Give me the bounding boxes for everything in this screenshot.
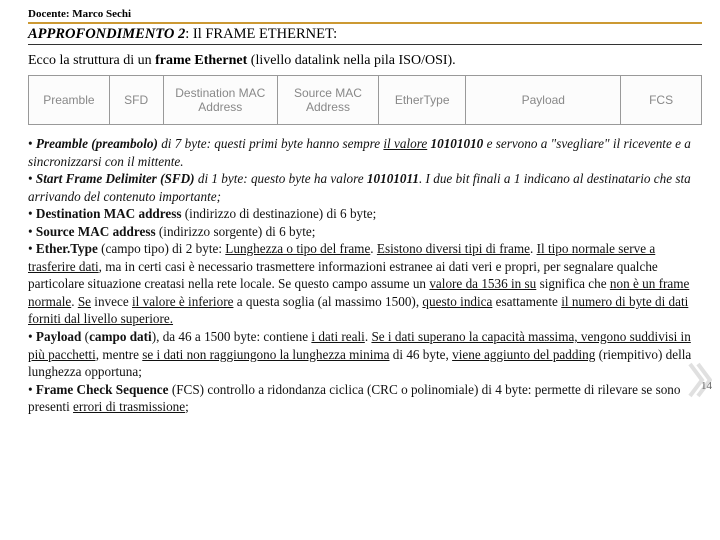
bullet-preamble: • Preamble (preambolo) di 7 byte: questi… [28, 135, 702, 170]
title-prefix: APPROFONDIMENTO 2 [28, 26, 185, 42]
cell-src-mac: Source MAC Address [277, 76, 378, 125]
intro-b: frame Ethernet [155, 53, 247, 68]
bullet-list: • Preamble (preambolo) di 7 byte: questi… [28, 135, 702, 416]
page-title: APPROFONDIMENTO 2: Il FRAME ETHERNET: [28, 26, 702, 45]
cell-payload: Payload [466, 76, 621, 125]
title-rest: : Il FRAME ETHERNET: [185, 26, 337, 42]
bullet-payload: • Payload (campo dati), da 46 a 1500 byt… [28, 328, 702, 381]
cell-dest-mac: Destination MAC Address [163, 76, 277, 125]
bullet-src-mac: • Source MAC address (indirizzo sorgente… [28, 223, 702, 241]
page-number: 14 [701, 380, 712, 392]
intro-c: (livello datalink nella pila ISO/OSI). [247, 53, 455, 68]
cell-fcs: FCS [621, 76, 702, 125]
cell-preamble: Preamble [29, 76, 110, 125]
docente-name: Marco Sechi [72, 8, 131, 20]
bullet-fcs: • Frame Check Sequence (FCS) controllo a… [28, 381, 702, 416]
cell-sfd: SFD [109, 76, 163, 125]
teacher-label: Docente: Marco Sechi [28, 8, 702, 20]
intro-text: Ecco la struttura di un frame Ethernet (… [28, 53, 702, 69]
divider [28, 22, 702, 24]
docente-label: Docente: [28, 8, 70, 20]
intro-a: Ecco la struttura di un [28, 53, 155, 68]
bullet-dest-mac: • Destination MAC address (indirizzo di … [28, 205, 702, 223]
bullet-sfd: • Start Frame Delimiter (SFD) di 1 byte:… [28, 170, 702, 205]
ethernet-frame-table: Preamble SFD Destination MAC Address Sou… [28, 75, 702, 125]
cell-ethertype: EtherType [378, 76, 465, 125]
bullet-ethertype: • Ether.Type (campo tipo) di 2 byte: Lun… [28, 240, 702, 328]
